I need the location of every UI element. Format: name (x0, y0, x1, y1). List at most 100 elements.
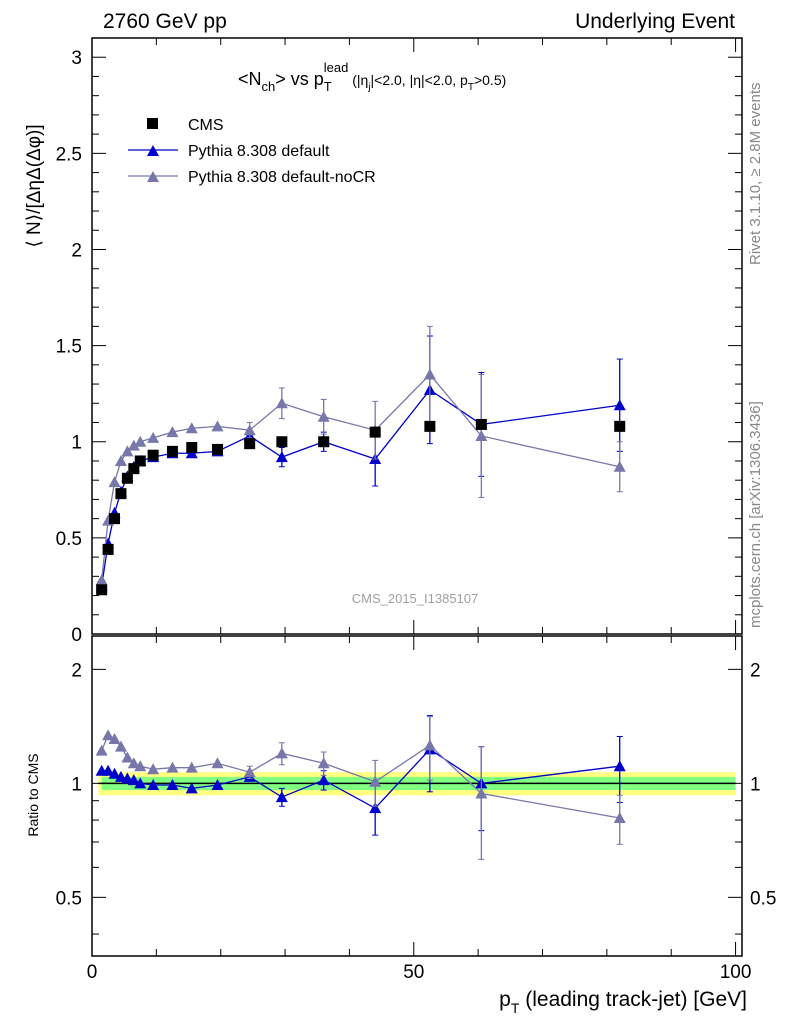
ratio-point-triangle (613, 760, 626, 772)
ratio-point-triangle (127, 757, 140, 769)
legend-marker-cms (147, 118, 158, 129)
ratio-point-triangle (102, 764, 115, 776)
plot-title-ch: ch (262, 79, 276, 94)
ratio-y-tick-label-right: 1 (750, 774, 761, 795)
ratio-point-triangle (275, 791, 288, 803)
data-point-triangle (108, 476, 121, 488)
ratio-point-triangle (317, 774, 330, 786)
ratio-point-triangle (147, 763, 160, 775)
ratio-point-triangle (185, 761, 198, 773)
data-point-square (121, 472, 133, 484)
main-y-tick-label: 1.5 (56, 337, 82, 358)
rivet-label: Rivet 3.1.10, ≥ 2.8M events (747, 83, 764, 266)
data-point-triangle (121, 445, 134, 457)
ratio-point-triangle (475, 787, 488, 799)
legend: CMS Pythia 8.308 default Pythia 8.308 de… (128, 117, 376, 186)
data-point-square (134, 455, 146, 467)
ratio-point-triangle (211, 757, 224, 769)
data-point-square (211, 443, 223, 455)
y-axis-title-main: ⟨ N⟩/[ΔηΔ(Δφ)] (24, 124, 45, 247)
main-y-tick-label: 0.5 (56, 529, 82, 550)
ratio-point-triangle (108, 732, 121, 744)
data-point-triangle (423, 368, 436, 380)
main-frame (91, 37, 743, 635)
x-axis-title-p: p (499, 988, 511, 1011)
plot-title-cut-b: |<2.0, |η|<2.0, p (371, 72, 469, 88)
data-point-triangle (613, 399, 626, 411)
data-point-square (147, 449, 159, 461)
plot-title-cut-c: >0.5) (474, 72, 506, 88)
data-point-triangle (114, 454, 127, 466)
data-point-square (369, 426, 381, 438)
data-point-square (166, 445, 178, 457)
header-left: 2760 GeV pp (103, 10, 227, 33)
mcplots-label: mcplots.cern.ch [arXiv:1306.3436] (747, 401, 764, 628)
ratio-point-triangle (243, 766, 256, 778)
x-tick-label: 0 (87, 962, 98, 983)
ratio-y-tick-label: 1 (71, 774, 82, 795)
x-axis-title-T: T (511, 1000, 520, 1016)
ratio-point-triangle (121, 751, 134, 763)
ratio-y-tick-label: 0.5 (56, 888, 82, 909)
data-point-triangle (166, 426, 179, 438)
ratio-point-triangle (166, 779, 179, 791)
plot-title-lead: lead (324, 60, 349, 75)
ratio-point-triangle (127, 774, 140, 786)
main-y-tick-label: 3 (71, 48, 82, 69)
ratio-point-triangle (114, 740, 127, 752)
data-point-triangle (185, 422, 198, 434)
ratio-y-tick-label-right: 2 (750, 660, 761, 681)
ratio-panel: 0.5 0.5 1 1 2 2 0 50 100 (56, 635, 776, 983)
ratio-y-tick-label-right: 0.5 (750, 888, 776, 909)
data-point-triangle (243, 424, 256, 436)
data-point-triangle (95, 574, 108, 586)
data-point-triangle (275, 451, 288, 463)
data-point-triangle (147, 431, 160, 443)
header-right: Underlying Event (575, 10, 735, 33)
legend-label-nocr: Pythia 8.308 default-noCR (188, 169, 376, 186)
data-point-square (276, 436, 288, 448)
data-point-square (128, 463, 140, 475)
data-point-triangle (475, 429, 488, 441)
series-line-2 (101, 373, 620, 581)
main-y-tick-label: 2 (71, 240, 82, 261)
ratio-point-triangle (134, 760, 147, 772)
main-y-tick-label: 1 (71, 433, 82, 454)
plot-title-prefix: <N (238, 69, 262, 89)
main-panel: 0.5 1 1.5 2 2.5 3 0 (56, 37, 743, 646)
plot-title-j: j (367, 82, 370, 93)
data-point-square (475, 418, 487, 430)
ratio-y-tick-label: 2 (71, 660, 82, 681)
data-point-square (424, 420, 436, 432)
x-axis-title: pT (leading track-jet) [GeV] (499, 988, 747, 1016)
data-point-triangle (127, 439, 140, 451)
main-y-tick-label: 2.5 (56, 144, 82, 165)
ratio-point-triangle (147, 779, 160, 791)
x-axis-title-rest: (leading track-jet) [GeV] (519, 988, 747, 1011)
plot-title-T2: T (468, 82, 474, 93)
series-line-1 (101, 388, 620, 587)
ratio-frame (91, 635, 743, 957)
ratio-point-triangle (275, 747, 288, 759)
ratio-point-triangle (102, 729, 115, 741)
plot-title: <Nch> vs pTlead (|ηj|<2.0, |η|<2.0, pT>0… (238, 60, 506, 94)
legend-label-cms: CMS (188, 117, 224, 134)
ratio-point-triangle (95, 744, 108, 756)
ratio-point-triangle (211, 779, 224, 791)
data-point-triangle (275, 397, 288, 409)
legend-marker-nocr (147, 171, 159, 182)
y-axis-title-ratio: Ratio to CMS (25, 753, 41, 836)
watermark: CMS_2015_I1385107 (352, 591, 479, 606)
ratio-point-triangle (423, 739, 436, 751)
main-y-tick-label: 0 (71, 625, 82, 646)
ratio-point-triangle (185, 782, 198, 794)
data-point-square (244, 438, 256, 450)
data-point-square (318, 436, 330, 448)
data-point-triangle (613, 460, 626, 472)
data-point-square (614, 420, 626, 432)
data-point-triangle (317, 410, 330, 422)
data-point-square (109, 513, 121, 525)
data-point-triangle (134, 435, 147, 447)
ratio-point-triangle (108, 767, 121, 779)
